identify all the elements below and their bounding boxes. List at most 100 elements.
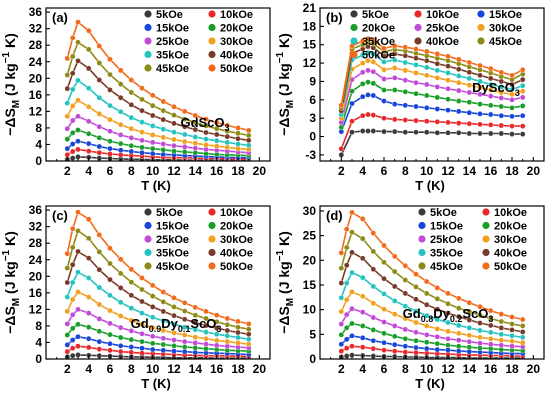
data-point — [85, 335, 92, 342]
x-tick-label: 8 — [402, 362, 409, 376]
panel-label: (c) — [52, 208, 68, 223]
data-point — [85, 148, 92, 154]
legend-entry: 50kOe — [220, 261, 253, 273]
x-tick-label: 6 — [381, 164, 388, 178]
data-point — [64, 100, 71, 106]
data-point — [160, 107, 167, 114]
data-point — [445, 328, 451, 335]
data-point — [466, 344, 473, 351]
data-point — [445, 53, 451, 60]
data-point — [434, 316, 441, 323]
y-tick-label: 12 — [29, 302, 43, 316]
data-point — [487, 75, 494, 82]
data-point — [235, 130, 241, 137]
legend-marker — [208, 64, 216, 72]
data-point — [381, 45, 387, 52]
y-tick-label: 12 — [29, 104, 43, 118]
data-point — [96, 111, 103, 117]
data-point — [391, 128, 398, 135]
data-point — [423, 72, 430, 79]
data-point — [69, 261, 76, 268]
data-point — [117, 270, 124, 277]
data-point — [370, 37, 377, 43]
legend-entry: 15kOe — [430, 221, 463, 233]
data-point — [359, 38, 366, 44]
x-tick-label: 18 — [231, 164, 245, 178]
data-point — [203, 136, 209, 142]
data-point — [75, 306, 81, 313]
data-point — [519, 329, 526, 335]
data-point — [160, 146, 167, 153]
data-point — [519, 88, 526, 94]
data-point — [139, 129, 145, 135]
data-point — [149, 293, 156, 299]
data-point — [343, 353, 350, 359]
data-point — [455, 87, 462, 94]
data-point — [391, 65, 398, 71]
data-point — [107, 276, 113, 283]
data-point — [466, 338, 473, 345]
data-point — [498, 112, 505, 119]
data-point — [498, 122, 505, 129]
data-point — [466, 325, 473, 331]
data-point — [149, 132, 156, 138]
data-point — [213, 125, 220, 132]
data-point — [213, 131, 220, 138]
data-point — [64, 85, 71, 92]
data-point — [171, 294, 177, 301]
data-point — [139, 149, 145, 156]
data-point — [391, 253, 398, 260]
data-point — [69, 352, 76, 359]
legend-entry: 10kOe — [426, 9, 459, 21]
data-point — [128, 125, 135, 132]
legend: 5kOe 10kOe 15kOe 20kOe 25kOe 30kOe 35kOe 40kOe 4… — [350, 9, 522, 62]
legend-entry: 10kOe — [220, 9, 253, 21]
x-tick-label: 20 — [527, 362, 541, 376]
data-point — [192, 145, 199, 151]
y-tick-label: 12 — [303, 56, 317, 70]
data-point — [391, 101, 398, 107]
data-point — [213, 312, 220, 319]
data-point — [413, 46, 419, 52]
data-point — [96, 94, 103, 101]
data-point — [203, 308, 209, 315]
x-tick-label: 18 — [505, 164, 519, 178]
data-point — [171, 148, 177, 154]
data-point — [343, 296, 350, 303]
data-point — [160, 98, 167, 105]
data-point — [64, 250, 71, 257]
data-point — [139, 338, 145, 345]
x-tick-label: 20 — [253, 362, 267, 376]
data-point — [413, 296, 419, 303]
data-point — [466, 99, 473, 105]
data-point — [128, 89, 135, 96]
data-point — [519, 82, 526, 89]
legend-marker — [350, 50, 358, 59]
data-point — [477, 62, 483, 69]
data-point — [224, 321, 231, 328]
data-point — [149, 145, 156, 152]
data-point — [224, 128, 231, 134]
data-point — [203, 142, 209, 148]
legend-marker — [418, 208, 426, 216]
data-point — [370, 314, 377, 321]
data-point — [365, 128, 371, 134]
plot-frame — [45, 205, 271, 360]
data-point — [455, 337, 462, 344]
legend-marker — [482, 208, 490, 216]
x-tick-label: 6 — [107, 164, 114, 178]
data-point — [171, 104, 177, 110]
data-point — [149, 333, 156, 340]
data-point — [192, 304, 199, 311]
data-point — [391, 43, 398, 49]
data-point — [402, 349, 409, 355]
data-point — [343, 345, 350, 351]
data-point — [213, 137, 220, 144]
data-point — [69, 86, 76, 93]
data-point — [498, 342, 505, 349]
plot-frame — [45, 7, 271, 162]
material-label: GdScO3 — [180, 115, 229, 133]
data-point — [235, 135, 241, 142]
data-point — [117, 342, 124, 349]
